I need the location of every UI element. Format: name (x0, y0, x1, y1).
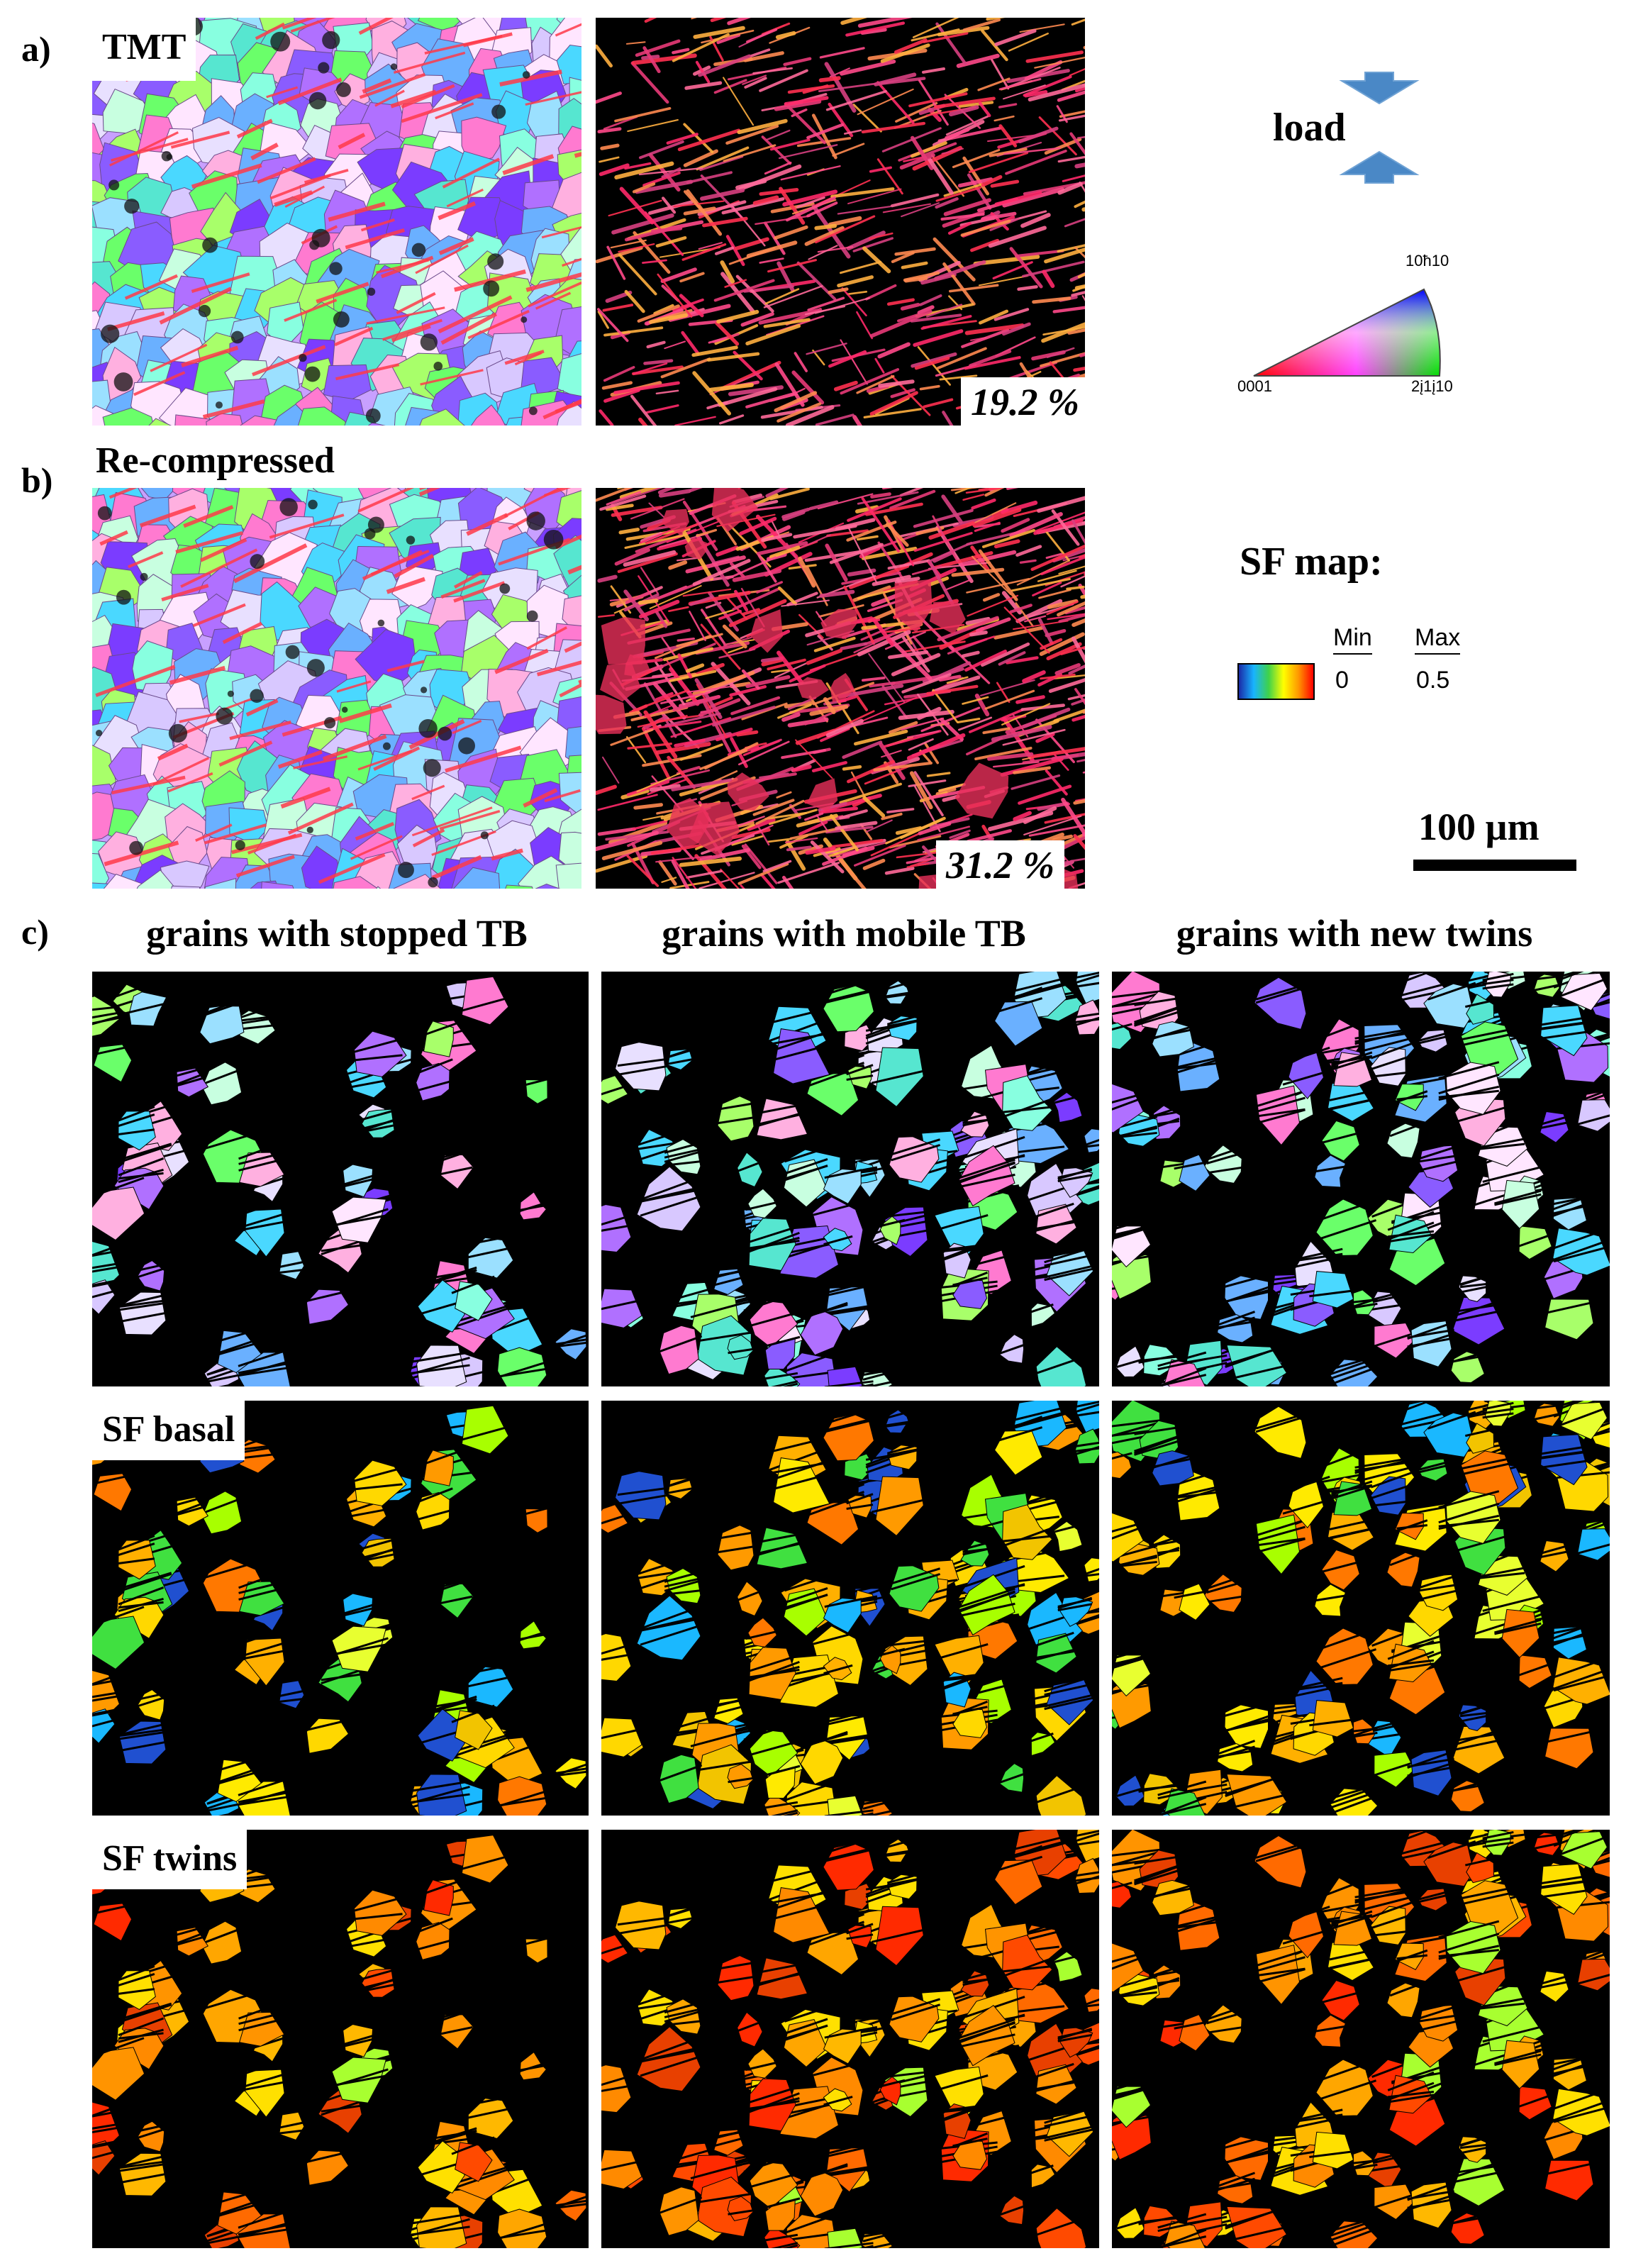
ipf-corner-left: 0001 (1237, 377, 1272, 395)
grid-twins-mobile (601, 1830, 1099, 2248)
grid-ipf-stopped (92, 972, 589, 1386)
twin-map-recompressed (596, 488, 1085, 889)
sf-max-value: 0.5 (1416, 667, 1450, 694)
grid-twins-new-svg (1112, 1830, 1610, 2248)
grid-ipf-new (1112, 972, 1610, 1386)
grid-basal-stopped-svg (92, 1401, 589, 1816)
ipf-corner-right: 2į1į10 (1411, 377, 1453, 395)
panel-b-label: Re-compressed (96, 440, 335, 481)
sf-map-title: SF map: (1240, 540, 1383, 584)
ipf-map-tmt (92, 18, 581, 426)
column-title-stopped-tb: grains with stopped TB (146, 912, 528, 955)
ipf-map-recompressed (92, 488, 581, 889)
panel-a-letter: a) (21, 29, 51, 69)
grid-basal-new-svg (1112, 1401, 1610, 1816)
scale-bar-label: 100 µm (1418, 806, 1540, 848)
column-title-new-twins: grains with new twins (1176, 912, 1533, 955)
grid-ipf-mobile-svg (601, 972, 1099, 1386)
grid-ipf-mobile (601, 972, 1099, 1386)
grid-twins-stopped (92, 1830, 589, 2248)
grid-twins-mobile-svg (601, 1830, 1099, 2248)
panel-b-letter: b) (21, 460, 53, 500)
twin-map-recompressed-svg (596, 488, 1085, 889)
load-label: load (1273, 106, 1346, 150)
twin-fraction-tmt: 19.2 % (961, 377, 1089, 427)
grid-twins-stopped-svg (92, 1830, 589, 2248)
grid-twins-new (1112, 1830, 1610, 2248)
grid-ipf-new-svg (1112, 972, 1610, 1386)
grid-basal-stopped (92, 1401, 589, 1816)
sf-colorbar (1237, 663, 1315, 700)
ipf-map-tmt-svg (92, 18, 581, 426)
twin-map-tmt-svg (596, 18, 1085, 426)
load-arrow-bottom-icon (1339, 150, 1420, 184)
sf-max-label: Max (1415, 624, 1461, 655)
panel-a-label: TMT (92, 18, 196, 81)
load-arrow-top-icon (1339, 72, 1420, 105)
row-label-sf-basal: SF basal (92, 1401, 245, 1460)
grid-basal-new (1112, 1401, 1610, 1816)
column-title-mobile-tb: grains with mobile TB (662, 912, 1026, 955)
sf-min-value: 0 (1335, 667, 1349, 694)
sf-min-label: Min (1333, 624, 1372, 655)
ipf-map-recompressed-svg (92, 488, 581, 889)
scale-bar (1413, 860, 1576, 871)
grid-ipf-stopped-svg (92, 972, 589, 1386)
ipf-color-key-icon (1253, 288, 1441, 377)
row-label-sf-twins: SF twins (92, 1830, 247, 1889)
panel-c-letter: c) (21, 912, 49, 952)
grid-basal-mobile (601, 1401, 1099, 1816)
twin-map-tmt (596, 18, 1085, 426)
twin-fraction-recompressed: 31.2 % (936, 840, 1064, 890)
ipf-corner-top: 10ħ10 (1405, 252, 1449, 269)
grid-basal-mobile-svg (601, 1401, 1099, 1816)
